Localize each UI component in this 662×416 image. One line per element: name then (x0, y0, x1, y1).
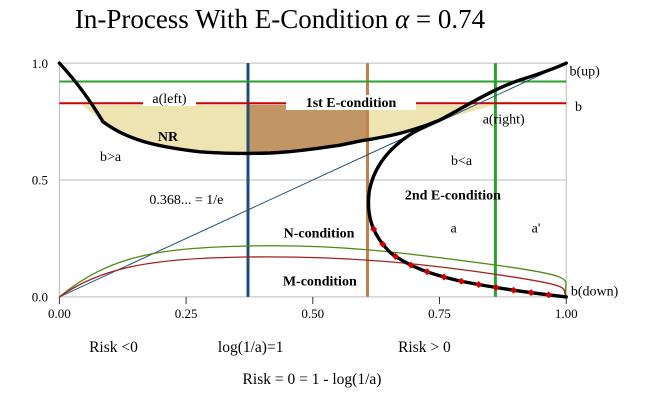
svg-text:a(left): a(left) (152, 92, 187, 107)
svg-text:Risk = 0 = 1 - log(1/a): Risk = 0 = 1 - log(1/a) (243, 371, 382, 388)
svg-text:b: b (575, 100, 582, 115)
svg-text:0.0: 0.0 (32, 290, 48, 305)
svg-text:a: a (450, 222, 457, 237)
svg-text:NR: NR (158, 130, 179, 145)
svg-text:Risk <0: Risk <0 (89, 339, 138, 356)
svg-text:2nd E-condition: 2nd E-condition (405, 189, 501, 204)
svg-text:0.75: 0.75 (428, 306, 451, 321)
svg-text:log(1/a)=1: log(1/a)=1 (218, 339, 284, 356)
svg-text:0.5: 0.5 (32, 173, 48, 188)
svg-text:M-condition: M-condition (283, 275, 357, 290)
svg-text:0.25: 0.25 (175, 306, 198, 321)
svg-text:0.50: 0.50 (301, 306, 324, 321)
svg-text:a': a' (532, 222, 541, 237)
svg-text:b>a: b>a (100, 150, 122, 165)
svg-text:b(down): b(down) (571, 284, 619, 299)
svg-text:0.368... = 1/e: 0.368... = 1/e (149, 193, 223, 208)
svg-text:1st E-condition: 1st E-condition (306, 96, 397, 111)
svg-text:b<a: b<a (451, 154, 473, 169)
svg-text:1.0: 1.0 (32, 56, 48, 71)
svg-text:Risk > 0: Risk > 0 (398, 339, 451, 356)
svg-text:0.00: 0.00 (48, 306, 71, 321)
svg-text:1.00: 1.00 (555, 306, 578, 321)
svg-text:b(up): b(up) (570, 65, 601, 80)
svg-text:a(right): a(right) (483, 113, 525, 128)
svg-text:N-condition: N-condition (284, 227, 355, 242)
